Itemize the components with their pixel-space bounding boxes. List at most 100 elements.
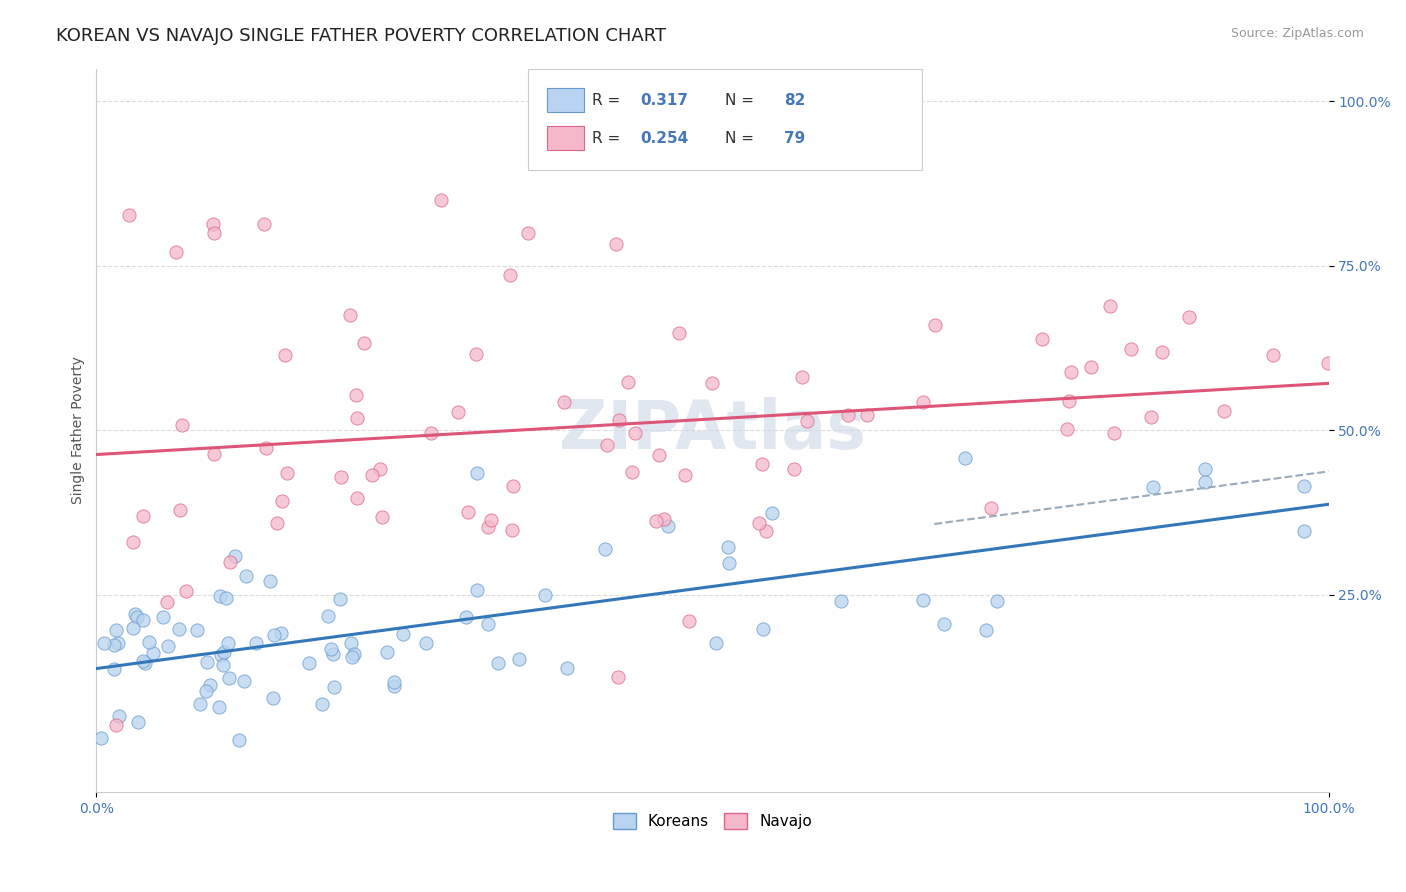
Point xyxy=(235,568,257,582)
Point xyxy=(215,591,238,605)
Point xyxy=(1119,343,1142,357)
Point xyxy=(138,635,160,649)
Point xyxy=(748,516,770,530)
Point xyxy=(1194,461,1216,475)
Point xyxy=(330,470,353,484)
FancyBboxPatch shape xyxy=(547,88,585,112)
Point xyxy=(1099,299,1122,313)
Point xyxy=(717,556,740,570)
Point xyxy=(830,594,852,608)
Point xyxy=(107,636,129,650)
FancyBboxPatch shape xyxy=(527,69,922,169)
Point xyxy=(134,656,156,670)
Point xyxy=(454,609,477,624)
Point xyxy=(211,657,233,672)
Point xyxy=(167,623,190,637)
Point xyxy=(316,609,339,624)
Point xyxy=(371,510,394,524)
Point xyxy=(430,193,453,207)
Point xyxy=(132,613,155,627)
Point xyxy=(186,623,208,637)
Point xyxy=(274,348,297,362)
Point xyxy=(360,467,382,482)
Point xyxy=(605,236,627,251)
Point xyxy=(790,370,813,384)
Point xyxy=(501,523,523,537)
Point xyxy=(924,318,946,332)
Y-axis label: Single Father Poverty: Single Father Poverty xyxy=(72,356,86,504)
Point xyxy=(1292,479,1315,493)
Point xyxy=(955,451,977,466)
Point xyxy=(1194,475,1216,489)
Point xyxy=(322,647,344,661)
Point xyxy=(1057,393,1080,408)
Point xyxy=(263,628,285,642)
Point xyxy=(593,541,616,556)
Point xyxy=(353,335,375,350)
Point xyxy=(761,506,783,520)
Point xyxy=(93,635,115,649)
Point xyxy=(124,607,146,621)
Point xyxy=(132,508,155,523)
Point xyxy=(340,650,363,665)
Point xyxy=(447,405,470,419)
Point xyxy=(224,549,246,564)
Point xyxy=(1031,333,1053,347)
Point xyxy=(1316,356,1339,370)
Point xyxy=(657,519,679,533)
Point xyxy=(465,583,488,598)
Point xyxy=(1177,310,1199,324)
Point xyxy=(752,622,775,636)
Point xyxy=(616,375,638,389)
Point xyxy=(911,394,934,409)
Point xyxy=(122,621,145,635)
Point xyxy=(228,733,250,747)
Point xyxy=(1102,425,1125,440)
Point xyxy=(755,524,778,538)
Point xyxy=(912,592,935,607)
Point xyxy=(107,709,129,723)
Point xyxy=(321,642,343,657)
Point xyxy=(796,414,818,428)
Text: N =: N = xyxy=(725,93,759,108)
Point xyxy=(465,346,488,360)
Point xyxy=(103,638,125,652)
Point xyxy=(704,636,727,650)
Point xyxy=(270,625,292,640)
Point xyxy=(986,594,1008,608)
Point xyxy=(344,388,367,402)
Point xyxy=(678,614,700,628)
Point xyxy=(253,217,276,231)
Point xyxy=(270,494,292,508)
Point xyxy=(208,590,231,604)
Point xyxy=(555,660,578,674)
Point xyxy=(339,636,361,650)
Point xyxy=(457,505,479,519)
Text: ZIPAtlas: ZIPAtlas xyxy=(560,397,866,463)
Text: R =: R = xyxy=(592,93,624,108)
FancyBboxPatch shape xyxy=(547,126,585,151)
Point xyxy=(232,673,254,688)
Text: Source: ZipAtlas.com: Source: ZipAtlas.com xyxy=(1230,27,1364,40)
Text: 79: 79 xyxy=(785,131,806,145)
Point xyxy=(1080,360,1102,375)
Point xyxy=(606,670,628,684)
Point xyxy=(751,457,773,471)
Point xyxy=(156,595,179,609)
Point xyxy=(266,516,288,531)
Point xyxy=(218,671,240,685)
Point xyxy=(391,627,413,641)
Point xyxy=(717,540,740,554)
Point xyxy=(259,574,281,588)
Point xyxy=(465,467,488,481)
Point xyxy=(415,636,437,650)
Point xyxy=(477,617,499,632)
Point xyxy=(346,410,368,425)
Point xyxy=(533,588,555,602)
Point xyxy=(132,655,155,669)
Point xyxy=(700,376,723,390)
Point xyxy=(245,636,267,650)
Text: R =: R = xyxy=(592,131,624,145)
Point xyxy=(855,409,877,423)
Point xyxy=(157,639,180,653)
